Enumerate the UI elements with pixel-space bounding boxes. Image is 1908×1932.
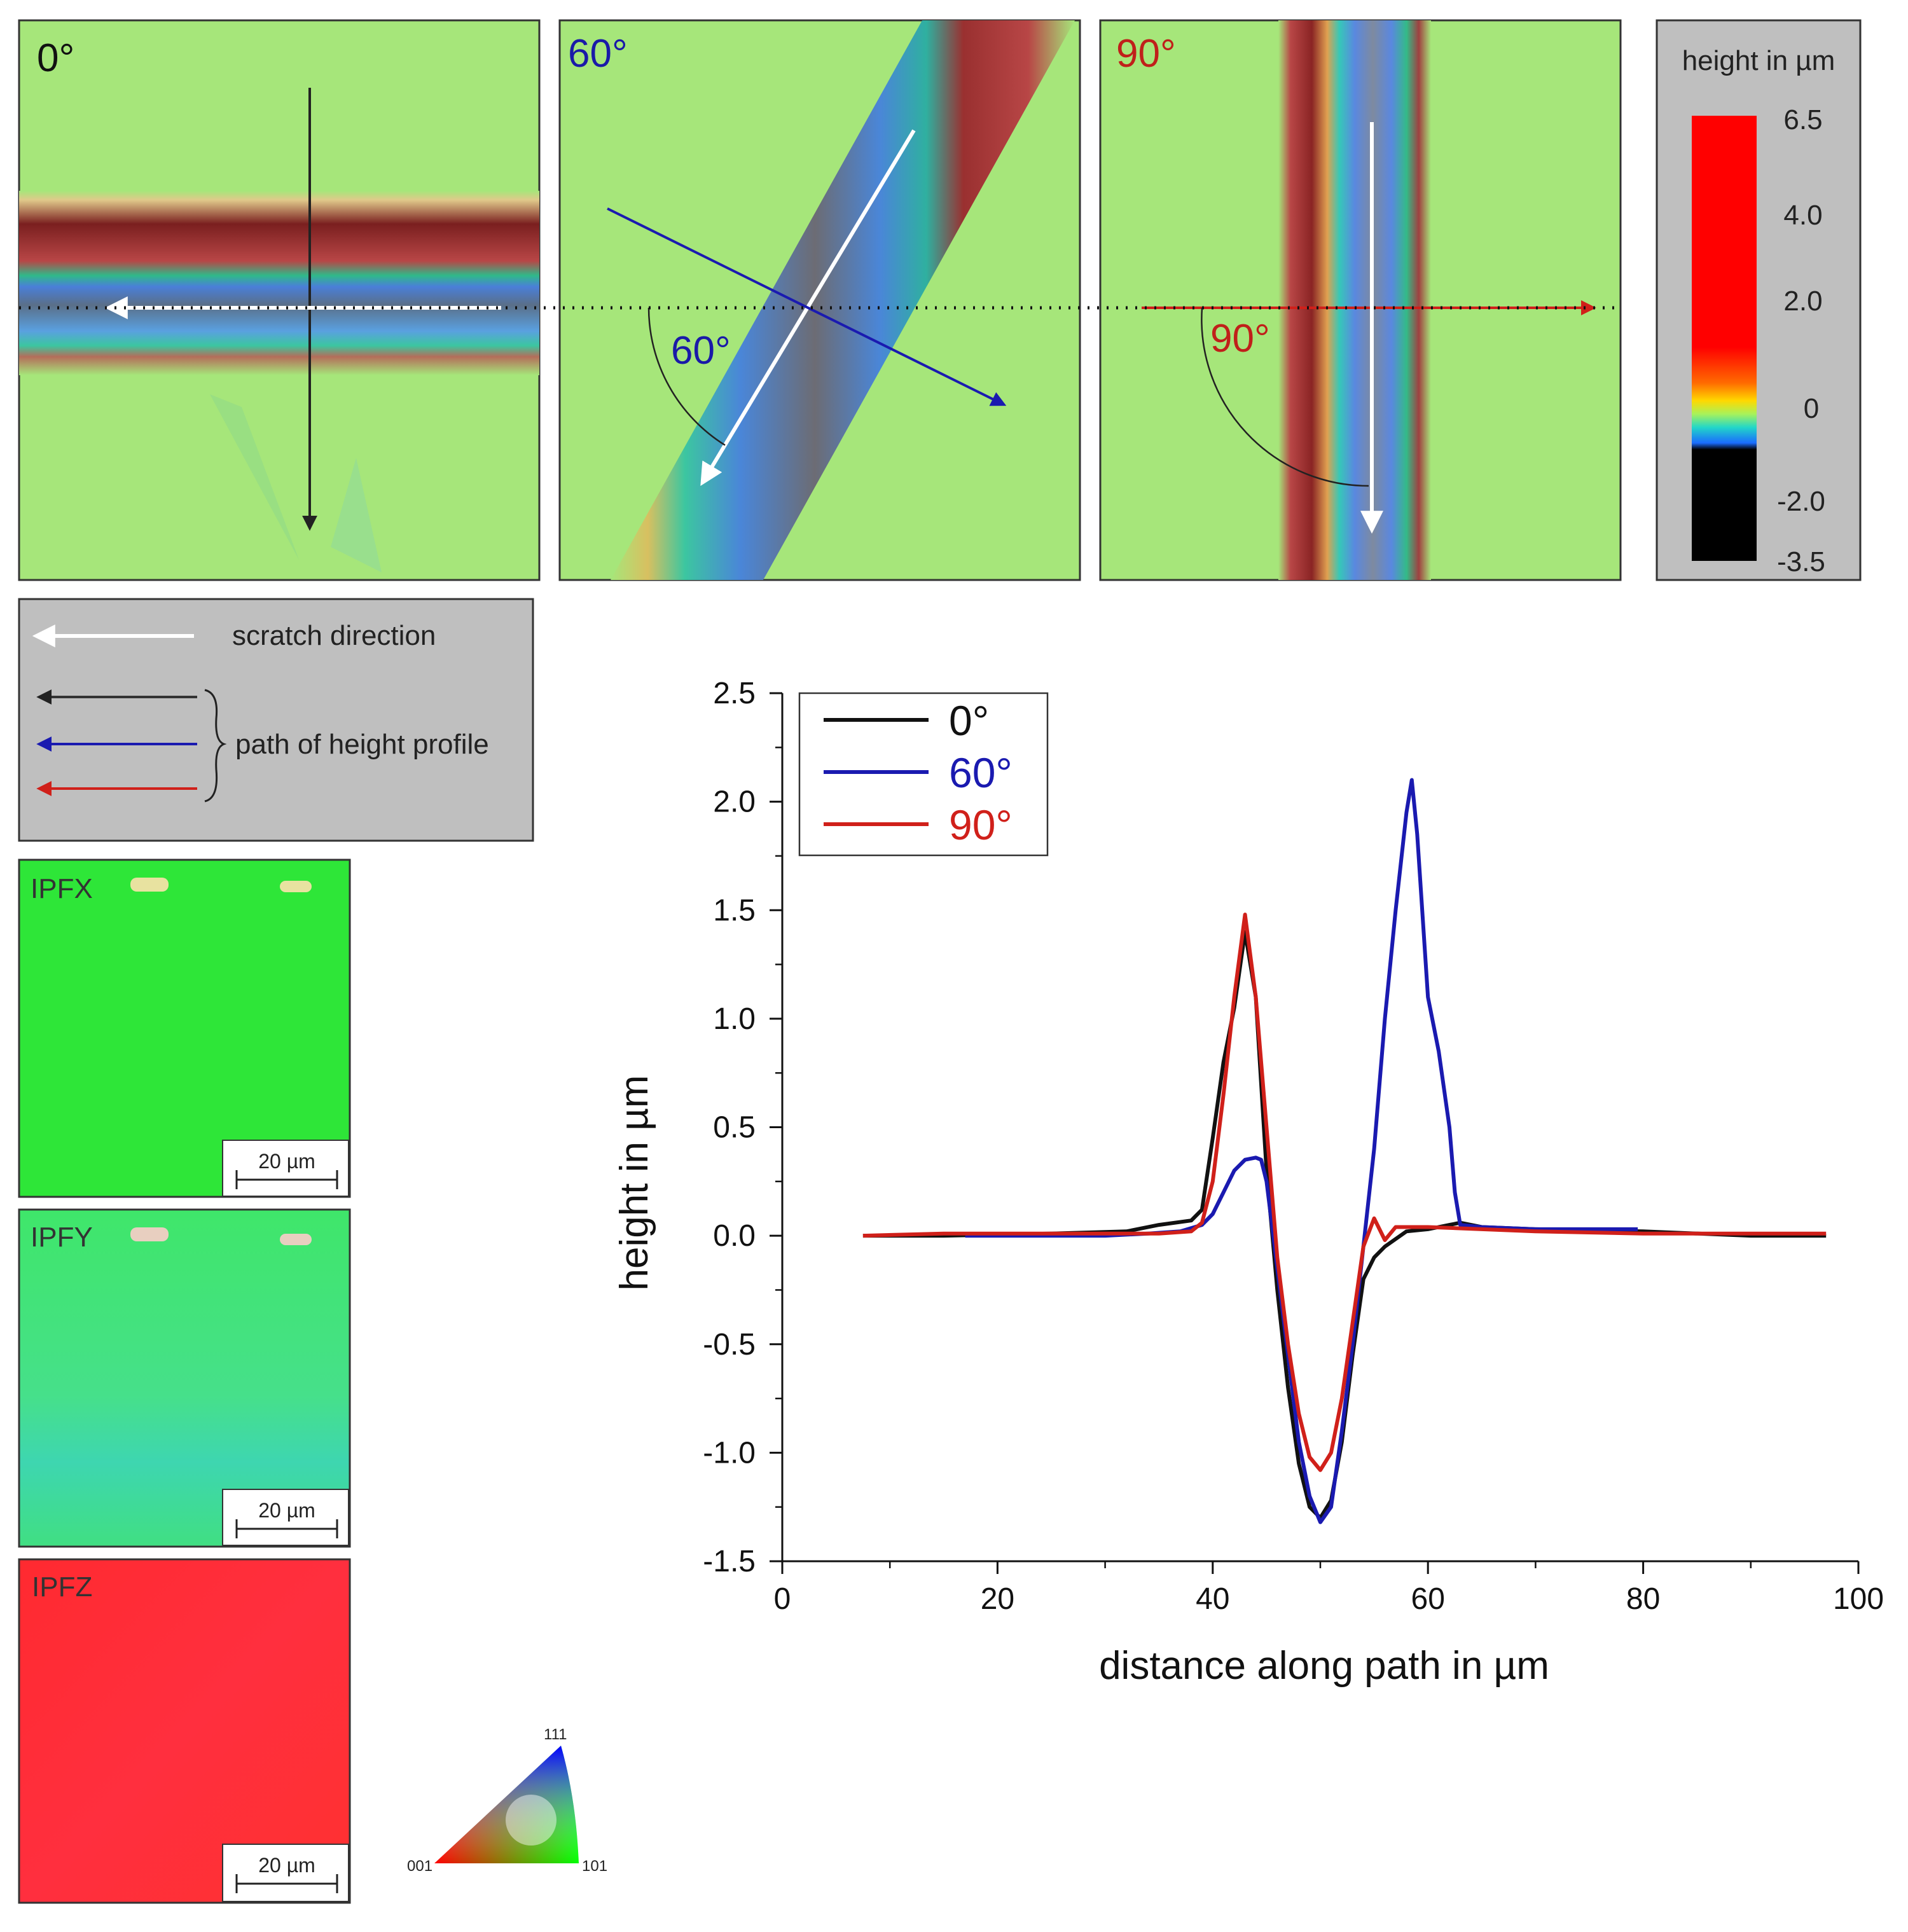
ipf-key-101: 101 <box>582 1858 607 1875</box>
y-tick-label: 1.0 <box>713 1002 756 1036</box>
arrow-legend-frame <box>18 598 534 842</box>
series-line-2 <box>862 913 1827 1472</box>
height-profile-chart: 0° 60° 90° 0 20 40 60 80 100 -1.5 -1.0 -0.5 0.0 0.5 1… <box>612 677 1884 1688</box>
series-line-1 <box>965 778 1638 1524</box>
panel-label: 0° <box>37 36 74 80</box>
angle-annotation: 60° <box>671 329 731 373</box>
colorbar-tick: 6.5 <box>1783 104 1822 135</box>
ebsd-ipfx: 20 µm IPFX <box>18 859 351 1198</box>
ebsd-map-label: IPFX <box>31 873 93 904</box>
colorbar-gradient <box>1692 116 1757 561</box>
y-tick-label: 0.5 <box>713 1111 756 1145</box>
colorbar-tick: -2.0 <box>1777 486 1825 517</box>
panel-0deg: 0° <box>18 19 541 581</box>
x-tick-label: 80 <box>1626 1582 1660 1616</box>
ipf-color-key: 001 101 111 <box>407 1726 607 1875</box>
y-tick-label: 1.5 <box>713 894 756 927</box>
x-tick-label: 60 <box>1411 1582 1445 1616</box>
panel-label: 90° <box>1116 32 1176 76</box>
angle-arc <box>647 307 726 446</box>
panel-60deg: 60° 60° <box>558 19 1081 581</box>
legend-path-of-height-profile: path of height profile <box>235 729 489 760</box>
ipf-key-001: 001 <box>407 1858 432 1875</box>
scratch-track <box>19 191 539 375</box>
scale-bar-label: 20 µm <box>258 1150 315 1173</box>
series-line-0 <box>862 930 1827 1520</box>
angle-annotation: 90° <box>1210 317 1270 361</box>
arrow-legend: scratch direction path of height profile <box>18 598 534 842</box>
scale-bar-box <box>222 1489 349 1546</box>
colorbar: height in µm 6.5 4.0 2.0 0 -2.0 -3.5 <box>1656 19 1862 581</box>
scale-bar-label: 20 µm <box>258 1499 315 1522</box>
ipf-key-111: 111 <box>544 1726 567 1743</box>
legend-label-2: 90° <box>949 801 1013 848</box>
legend-brace <box>204 689 227 803</box>
legend-label-0: 0° <box>949 697 989 744</box>
panel-label: 60° <box>568 32 628 76</box>
y-tick-label: -1.0 <box>703 1436 756 1470</box>
colorbar-tick: 2.0 <box>1783 286 1822 317</box>
colorbar-tick: -3.5 <box>1777 546 1825 577</box>
x-tick-label: 0 <box>774 1582 791 1616</box>
scale-bar-label: 20 µm <box>258 1854 315 1877</box>
colorbar-tick: 0 <box>1804 393 1819 424</box>
ebsd-map-label: IPFY <box>31 1222 93 1253</box>
colorbar-frame <box>1656 19 1862 581</box>
scale-bar-box <box>222 1844 349 1902</box>
ebsd-ipfz: 20 µm IPFZ <box>18 1558 351 1904</box>
y-tick-label: 2.0 <box>713 785 756 819</box>
y-tick-label: 0.0 <box>713 1219 756 1253</box>
height-profile-path-arrow <box>607 207 1007 406</box>
panel-90deg: 90° 90° <box>1099 19 1622 581</box>
y-tick-label: 2.5 <box>713 677 756 710</box>
ebsd-map-label: IPFZ <box>32 1571 92 1603</box>
colorbar-tick: 4.0 <box>1783 200 1822 231</box>
x-tick-label: 100 <box>1833 1582 1884 1616</box>
scratch-track <box>1278 20 1431 580</box>
y-axis-label: height in µm <box>612 1075 656 1290</box>
scratch-direction-arrow <box>700 129 916 486</box>
legend-scratch-direction: scratch direction <box>232 620 436 651</box>
ebsd-ipfy: 20 µm IPFY <box>18 1208 351 1548</box>
colorbar-title: height in µm <box>1682 45 1835 76</box>
x-tick-label: 20 <box>981 1582 1014 1616</box>
x-tick-label: 40 <box>1196 1582 1229 1616</box>
scale-bar-box <box>222 1140 349 1197</box>
y-tick-label: -0.5 <box>703 1328 756 1362</box>
y-tick-label: -1.5 <box>703 1545 756 1578</box>
x-axis-label: distance along path in µm <box>1099 1644 1549 1688</box>
legend-label-1: 60° <box>949 749 1013 796</box>
angle-arc <box>1201 307 1369 487</box>
